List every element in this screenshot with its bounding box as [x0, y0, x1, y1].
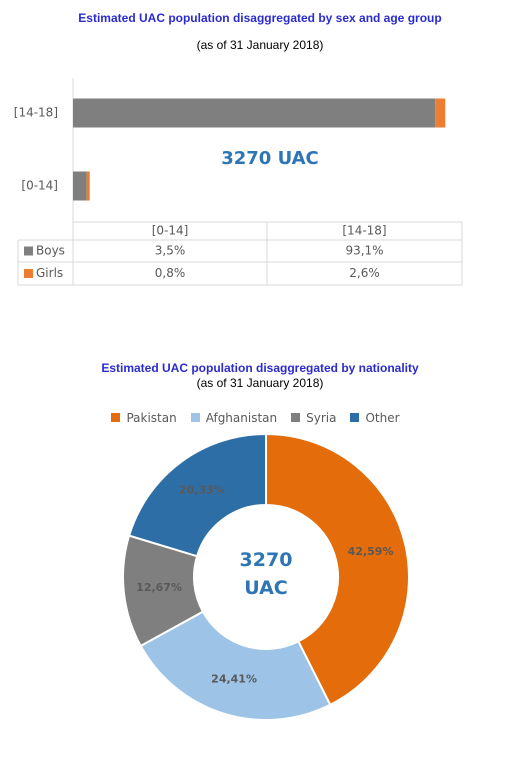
table-cell: 0,8% [155, 266, 186, 280]
legend-item: Pakistan [111, 411, 177, 425]
table-cell: 93,1% [345, 244, 383, 258]
legend-key [24, 269, 33, 278]
y-tick-label: [0-14] [21, 179, 58, 193]
data-label: 42,59% [348, 545, 394, 558]
legend-item: Syria [291, 411, 336, 425]
donut-slice [139, 610, 332, 721]
data-label: 12,67% [136, 581, 182, 594]
table-header: [0-14] [152, 224, 189, 238]
legend-key [190, 413, 200, 422]
chart-subtitle: (as of 31 January 2018) [196, 376, 324, 390]
table-cell: 3,5% [155, 244, 186, 258]
annotation: 3270 UAC [221, 148, 319, 169]
legend-item: Afghanistan [190, 411, 278, 425]
table-header: [14-18] [342, 224, 386, 238]
table-cell: 2,6% [349, 266, 380, 280]
y-tick-label: [14-18] [14, 106, 58, 120]
chart-subtitle: (as of 31 January 2018) [196, 38, 324, 52]
legend-key [111, 413, 121, 422]
chart-title: Estimated UAC population disaggregated b… [101, 361, 419, 375]
bar [73, 171, 87, 201]
data-label: 20,33% [179, 484, 225, 497]
annotation: 3270 UAC [239, 549, 293, 599]
bar [73, 98, 436, 128]
bar [86, 171, 90, 201]
legend-label: Pakistan [126, 411, 177, 425]
legend-item: Other [350, 411, 400, 425]
bar [435, 98, 446, 128]
legend-label: Syria [306, 411, 337, 425]
legend-key [24, 246, 33, 256]
legend-key [350, 413, 360, 422]
legend-key [291, 413, 301, 422]
legend-label: Afghanistan [205, 411, 278, 425]
donut-slice [265, 432, 410, 707]
legend-label: Girls [36, 266, 63, 280]
data-label: 24,41% [211, 673, 257, 686]
chart-title: Estimated UAC population disaggregated b… [78, 11, 442, 25]
donut-slice [127, 432, 267, 558]
legend-label: Boys [36, 244, 65, 258]
legend: Pakistan Afghanistan Syria Other [0, 411, 511, 425]
legend-label: Other [365, 411, 400, 425]
